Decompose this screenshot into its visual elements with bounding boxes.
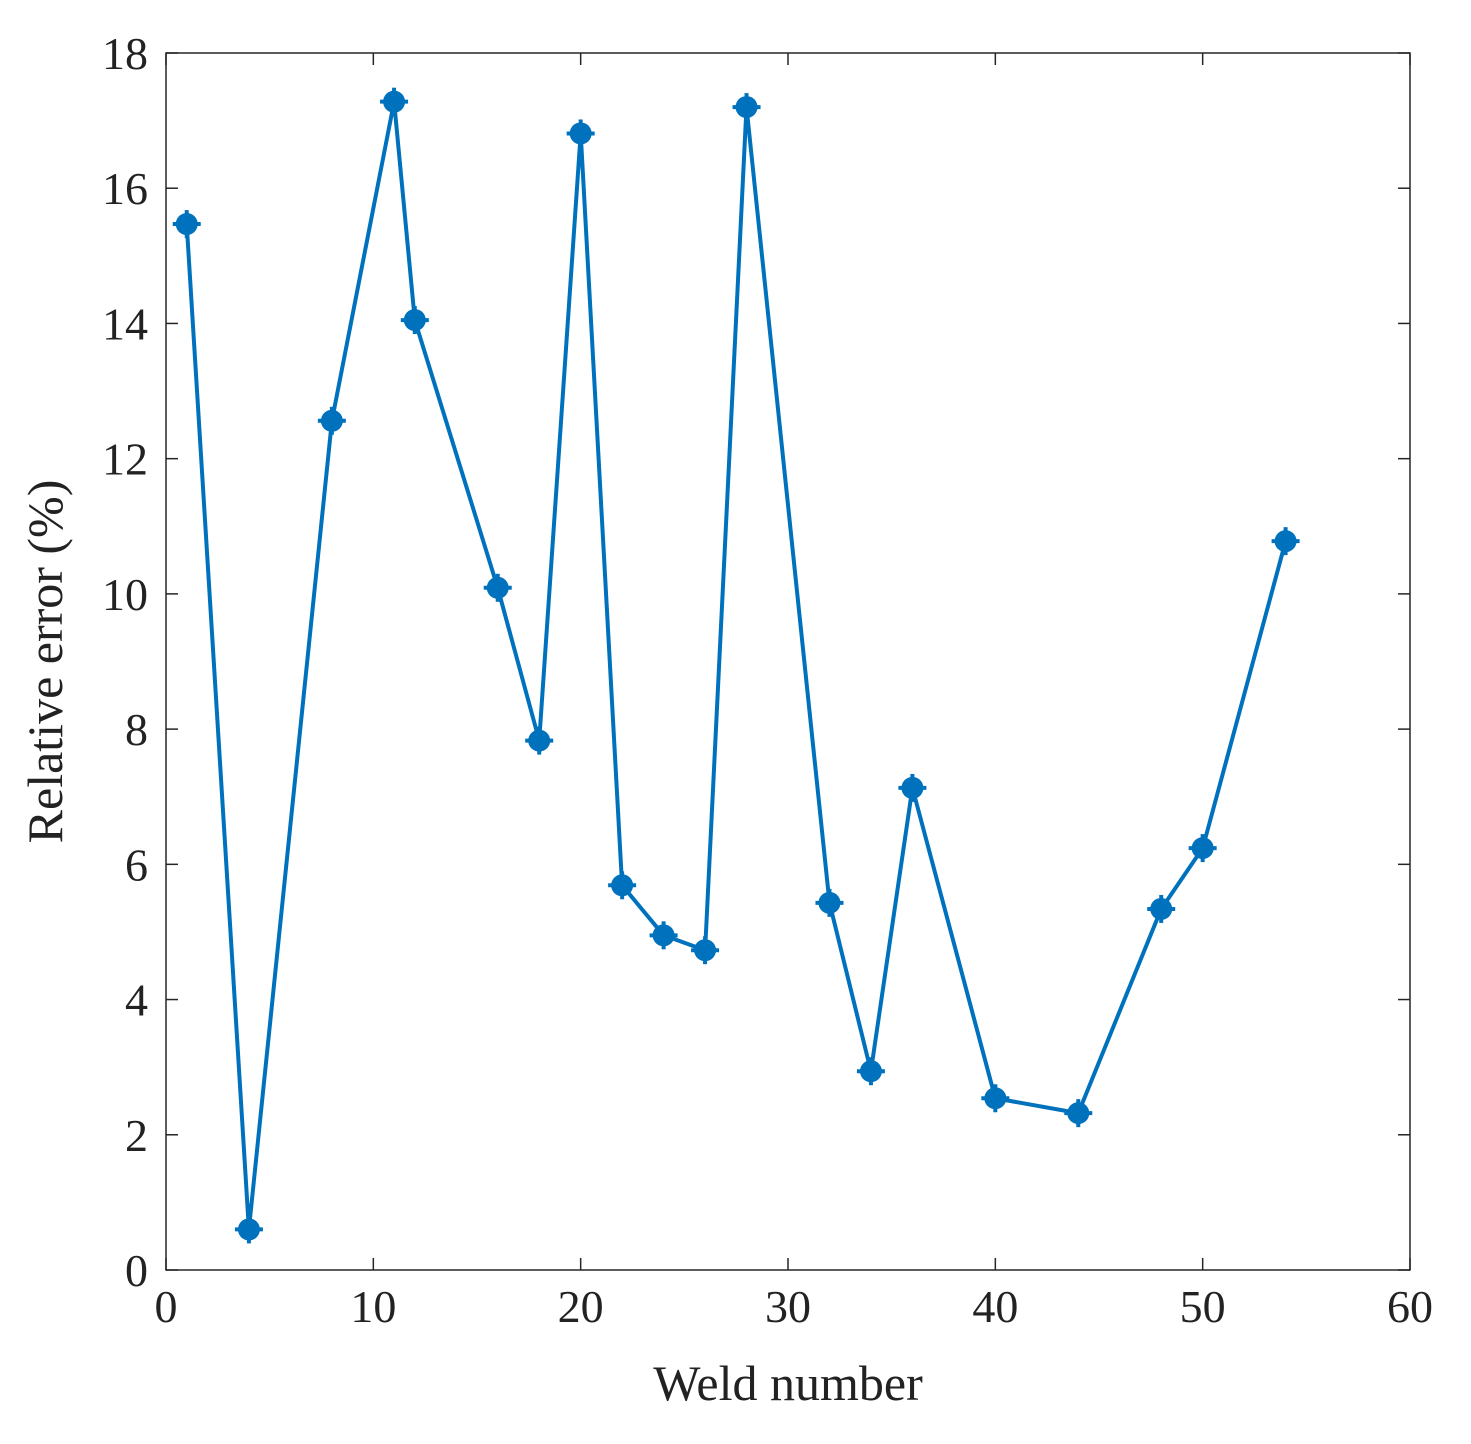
- x-tick-label: 40: [972, 1281, 1018, 1332]
- x-tick-label: 0: [155, 1281, 178, 1332]
- y-axis-title: Relative error (%): [17, 480, 73, 844]
- x-tick-label: 20: [558, 1281, 604, 1332]
- y-tick-label: 0: [125, 1245, 148, 1296]
- y-tick-label: 6: [125, 839, 148, 890]
- y-tick-label: 4: [125, 975, 148, 1026]
- y-tick-label: 14: [102, 298, 148, 349]
- y-tick-label: 2: [125, 1110, 148, 1161]
- x-tick-label: 10: [350, 1281, 396, 1332]
- x-tick-label: 30: [765, 1281, 811, 1332]
- series-line: [184, 99, 1288, 1232]
- y-tick-label: 10: [102, 569, 148, 620]
- x-tick-label: 60: [1387, 1281, 1433, 1332]
- x-axis-ticks: 0 10 20 30 40 50 60: [155, 53, 1433, 1332]
- y-tick-label: 16: [102, 163, 148, 214]
- series-layer: [172, 87, 1300, 1244]
- y-axis-ticks: 0 2 4 6 8 10 12 14 16 18: [102, 28, 1410, 1296]
- x-axis-title: Weld number: [653, 1355, 923, 1411]
- y-tick-label: 12: [102, 434, 148, 485]
- plot-area-border: [165, 52, 1411, 1271]
- y-tick-label: 18: [102, 28, 148, 79]
- x-tick-label: 50: [1180, 1281, 1226, 1332]
- axes-frame: [165, 52, 1411, 1271]
- y-tick-label: 8: [125, 704, 148, 755]
